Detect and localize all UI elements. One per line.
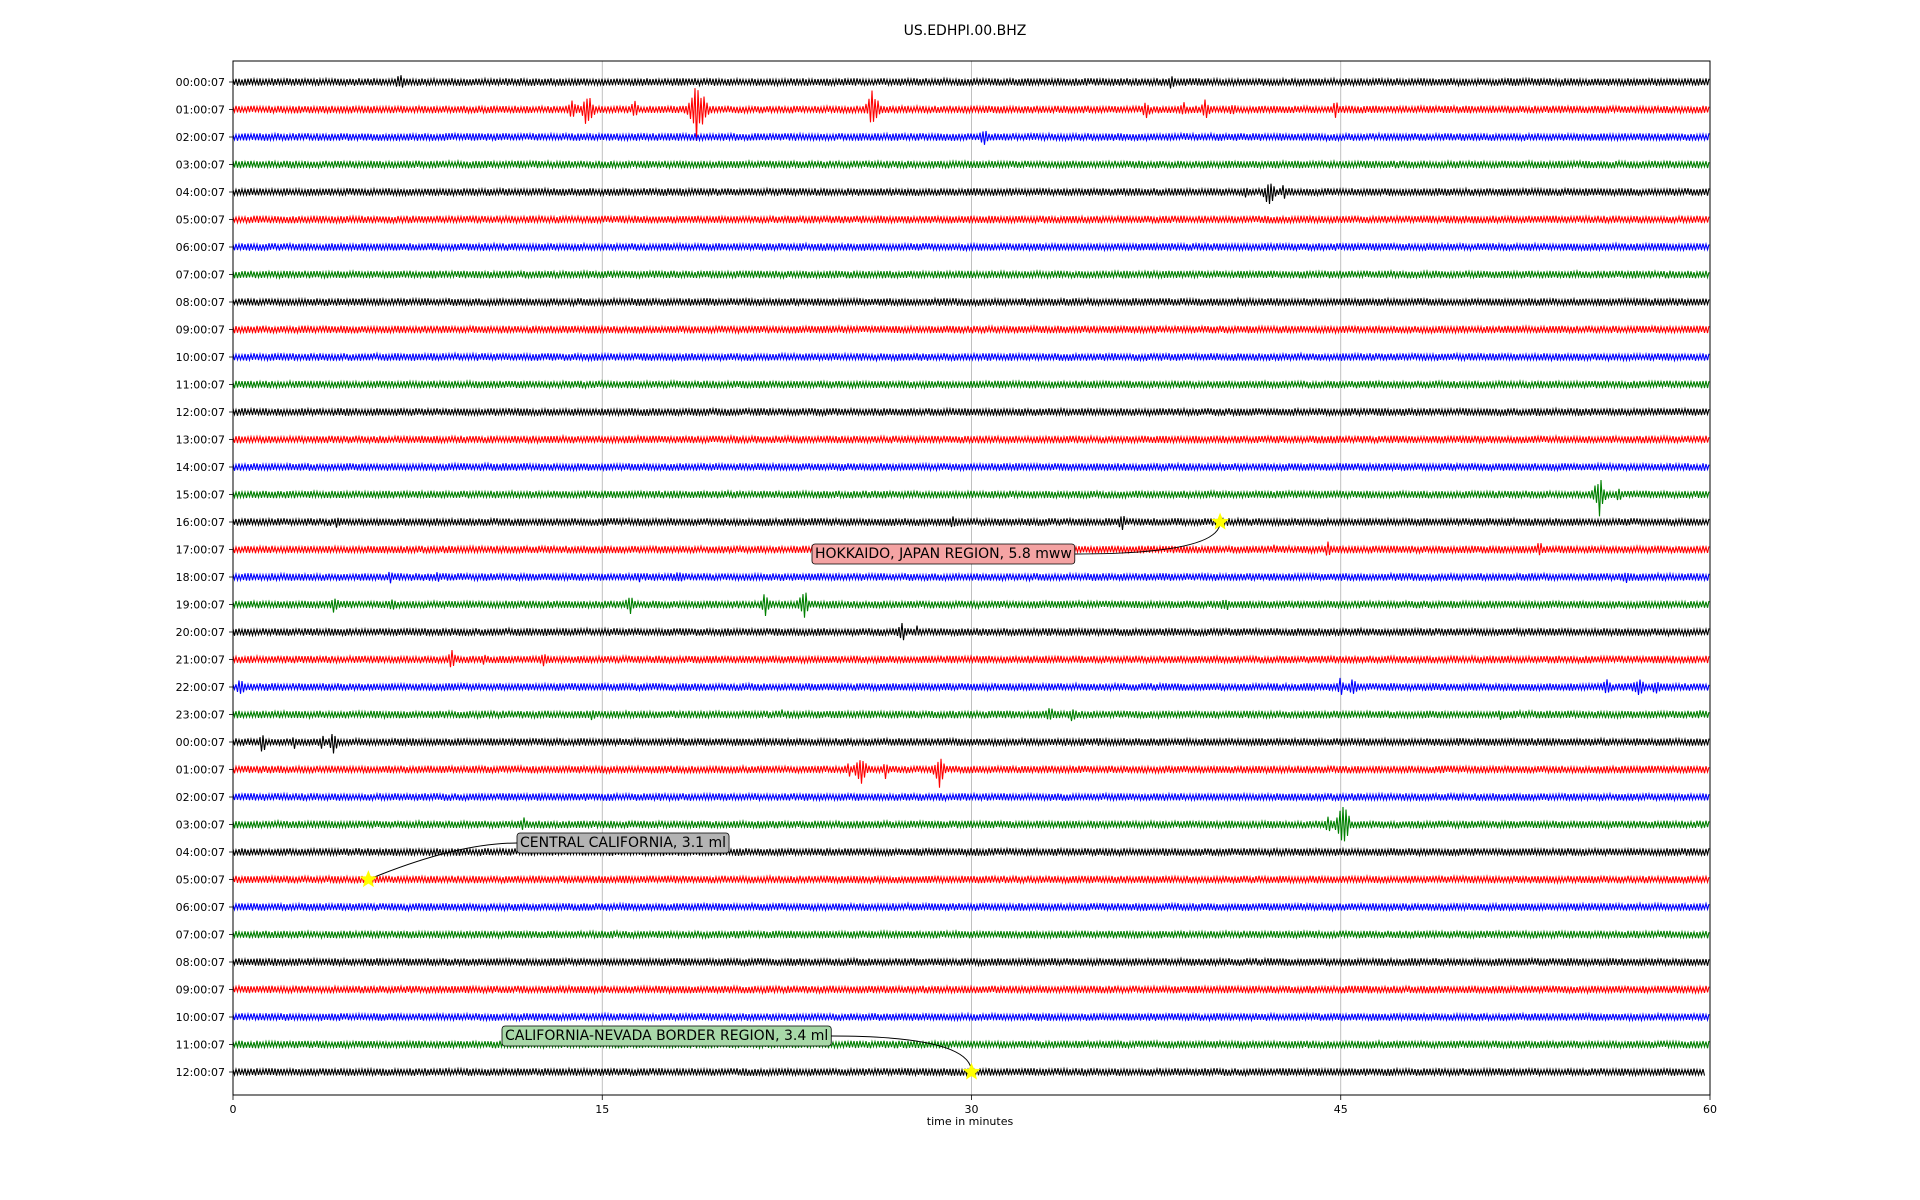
y-tick-label: 12:00:07: [176, 406, 225, 419]
trace-row-32: [232, 956, 1710, 968]
trace-row-8: [232, 296, 1710, 308]
event-star-marker: [1211, 512, 1229, 530]
trace-row-25: [232, 758, 1710, 788]
y-tick-label: 21:00:07: [176, 654, 225, 667]
event-connector: [831, 1035, 972, 1073]
trace-row-33: [232, 983, 1710, 996]
trace-row-35: [232, 1038, 1710, 1051]
event-annotation: CENTRAL CALIFORNIA, 3.1 ml: [359, 832, 730, 888]
y-tick-label: 16:00:07: [176, 516, 225, 529]
y-tick-label: 00:00:07: [176, 736, 225, 749]
trace-row-29: [232, 873, 1710, 885]
x-tick-label: 30: [965, 1103, 979, 1116]
x-tick-label: 15: [595, 1103, 609, 1116]
trace-row-15: [232, 479, 1710, 517]
x-tick-label: 0: [230, 1103, 237, 1116]
trace-row-3: [232, 158, 1710, 171]
trace-row-20: [232, 622, 1710, 641]
trace-row-11: [232, 378, 1710, 391]
trace-row-7: [232, 268, 1710, 281]
y-tick-label: 02:00:07: [176, 791, 225, 804]
y-tick-label: 11:00:07: [176, 379, 225, 392]
trace-row-24: [232, 734, 1710, 754]
y-tick-label: 01:00:07: [176, 764, 225, 777]
event-annotation: HOKKAIDO, JAPAN REGION, 5.8 mww: [811, 512, 1229, 565]
y-tick-label: 05:00:07: [176, 874, 225, 887]
y-tick-label: 05:00:07: [176, 214, 225, 227]
y-tick-label: 12:00:07: [176, 1066, 225, 1079]
event-label-box: [516, 832, 730, 854]
trace-row-16: [232, 516, 1710, 531]
event-label: HOKKAIDO, JAPAN REGION, 5.8 mww: [815, 546, 1072, 562]
trace-row-18: [232, 571, 1710, 584]
trace-row-5: [232, 213, 1710, 225]
event-label: CALIFORNIA-NEVADA BORDER REGION, 3.4 ml: [505, 1028, 828, 1044]
event-star-marker: [359, 870, 378, 888]
y-tick-label: 13:00:07: [176, 434, 225, 447]
y-tick-label: 10:00:07: [176, 1011, 225, 1024]
trace-row-12: [232, 406, 1710, 418]
trace-row-0: [232, 75, 1710, 89]
y-tick-label: 04:00:07: [176, 186, 225, 199]
event-annotation: CALIFORNIA-NEVADA BORDER REGION, 3.4 ml: [501, 1025, 981, 1080]
event-connector: [368, 842, 518, 880]
y-tick-label: 10:00:07: [176, 351, 225, 364]
chart-title: US.EDHPI.00.BHZ: [904, 23, 1027, 39]
y-tick-label: 04:00:07: [176, 846, 225, 859]
event-label: CENTRAL CALIFORNIA, 3.1 ml: [520, 835, 726, 851]
y-tick-label: 08:00:07: [176, 956, 225, 969]
x-axis-label: time in minutes: [927, 1115, 1014, 1128]
seismic-traces: [232, 75, 1710, 1078]
y-tick-label: 07:00:07: [176, 929, 225, 942]
y-tick-label: 06:00:07: [176, 241, 225, 254]
y-tick-label: 18:00:07: [176, 571, 225, 584]
y-tick-labels: 00:00:07 01:00:07 02:00:07 03:00:07 04:00:07…: [176, 76, 233, 1079]
y-tick-label: 22:00:07: [176, 681, 225, 694]
trace-row-19: [232, 592, 1710, 618]
y-tick-label: 07:00:07: [176, 269, 225, 282]
y-tick-label: 00:00:07: [176, 76, 225, 89]
y-tick-label: 03:00:07: [176, 819, 225, 832]
trace-row-31: [232, 928, 1710, 941]
y-tick-label: 17:00:07: [176, 544, 225, 557]
y-tick-label: 09:00:07: [176, 984, 225, 997]
trace-row-30: [232, 901, 1710, 913]
trace-row-9: [232, 324, 1710, 336]
event-label-box: [811, 543, 1076, 565]
y-tick-label: 03:00:07: [176, 159, 225, 172]
y-tick-label: 01:00:07: [176, 104, 225, 117]
y-tick-label: 09:00:07: [176, 324, 225, 337]
y-tick-label: 14:00:07: [176, 461, 225, 474]
trace-row-10: [232, 351, 1710, 363]
trace-row-26: [232, 791, 1710, 803]
x-tick-label: 45: [1334, 1103, 1348, 1116]
y-tick-label: 19:00:07: [176, 599, 225, 612]
trace-row-14: [232, 461, 1710, 473]
event-annotations: HOKKAIDO, JAPAN REGION, 5.8 mww CENTRAL C…: [359, 512, 1229, 1080]
trace-row-4: [232, 183, 1710, 204]
x-tick-label: 60: [1703, 1103, 1717, 1116]
y-tick-label: 02:00:07: [176, 131, 225, 144]
trace-row-2: [232, 130, 1710, 145]
event-connector: [1074, 521, 1221, 555]
event-label-box: [501, 1025, 832, 1047]
trace-row-27: [232, 806, 1710, 842]
y-tick-label: 06:00:07: [176, 901, 225, 914]
trace-row-13: [232, 433, 1710, 445]
trace-row-28: [232, 846, 1710, 858]
trace-row-34: [232, 1011, 1710, 1023]
event-star-marker: [962, 1062, 981, 1080]
y-tick-label: 20:00:07: [176, 626, 225, 639]
trace-row-23: [232, 708, 1710, 722]
x-ticks: 0 15 30 45 60: [230, 1095, 1717, 1116]
y-tick-label: 11:00:07: [176, 1039, 225, 1052]
trace-row-22: [232, 677, 1710, 696]
y-tick-label: 15:00:07: [176, 489, 225, 502]
y-tick-label: 08:00:07: [176, 296, 225, 309]
trace-row-1: [232, 88, 1710, 142]
y-tick-label: 23:00:07: [176, 709, 225, 722]
trace-row-21: [232, 650, 1710, 668]
trace-row-6: [232, 241, 1710, 253]
